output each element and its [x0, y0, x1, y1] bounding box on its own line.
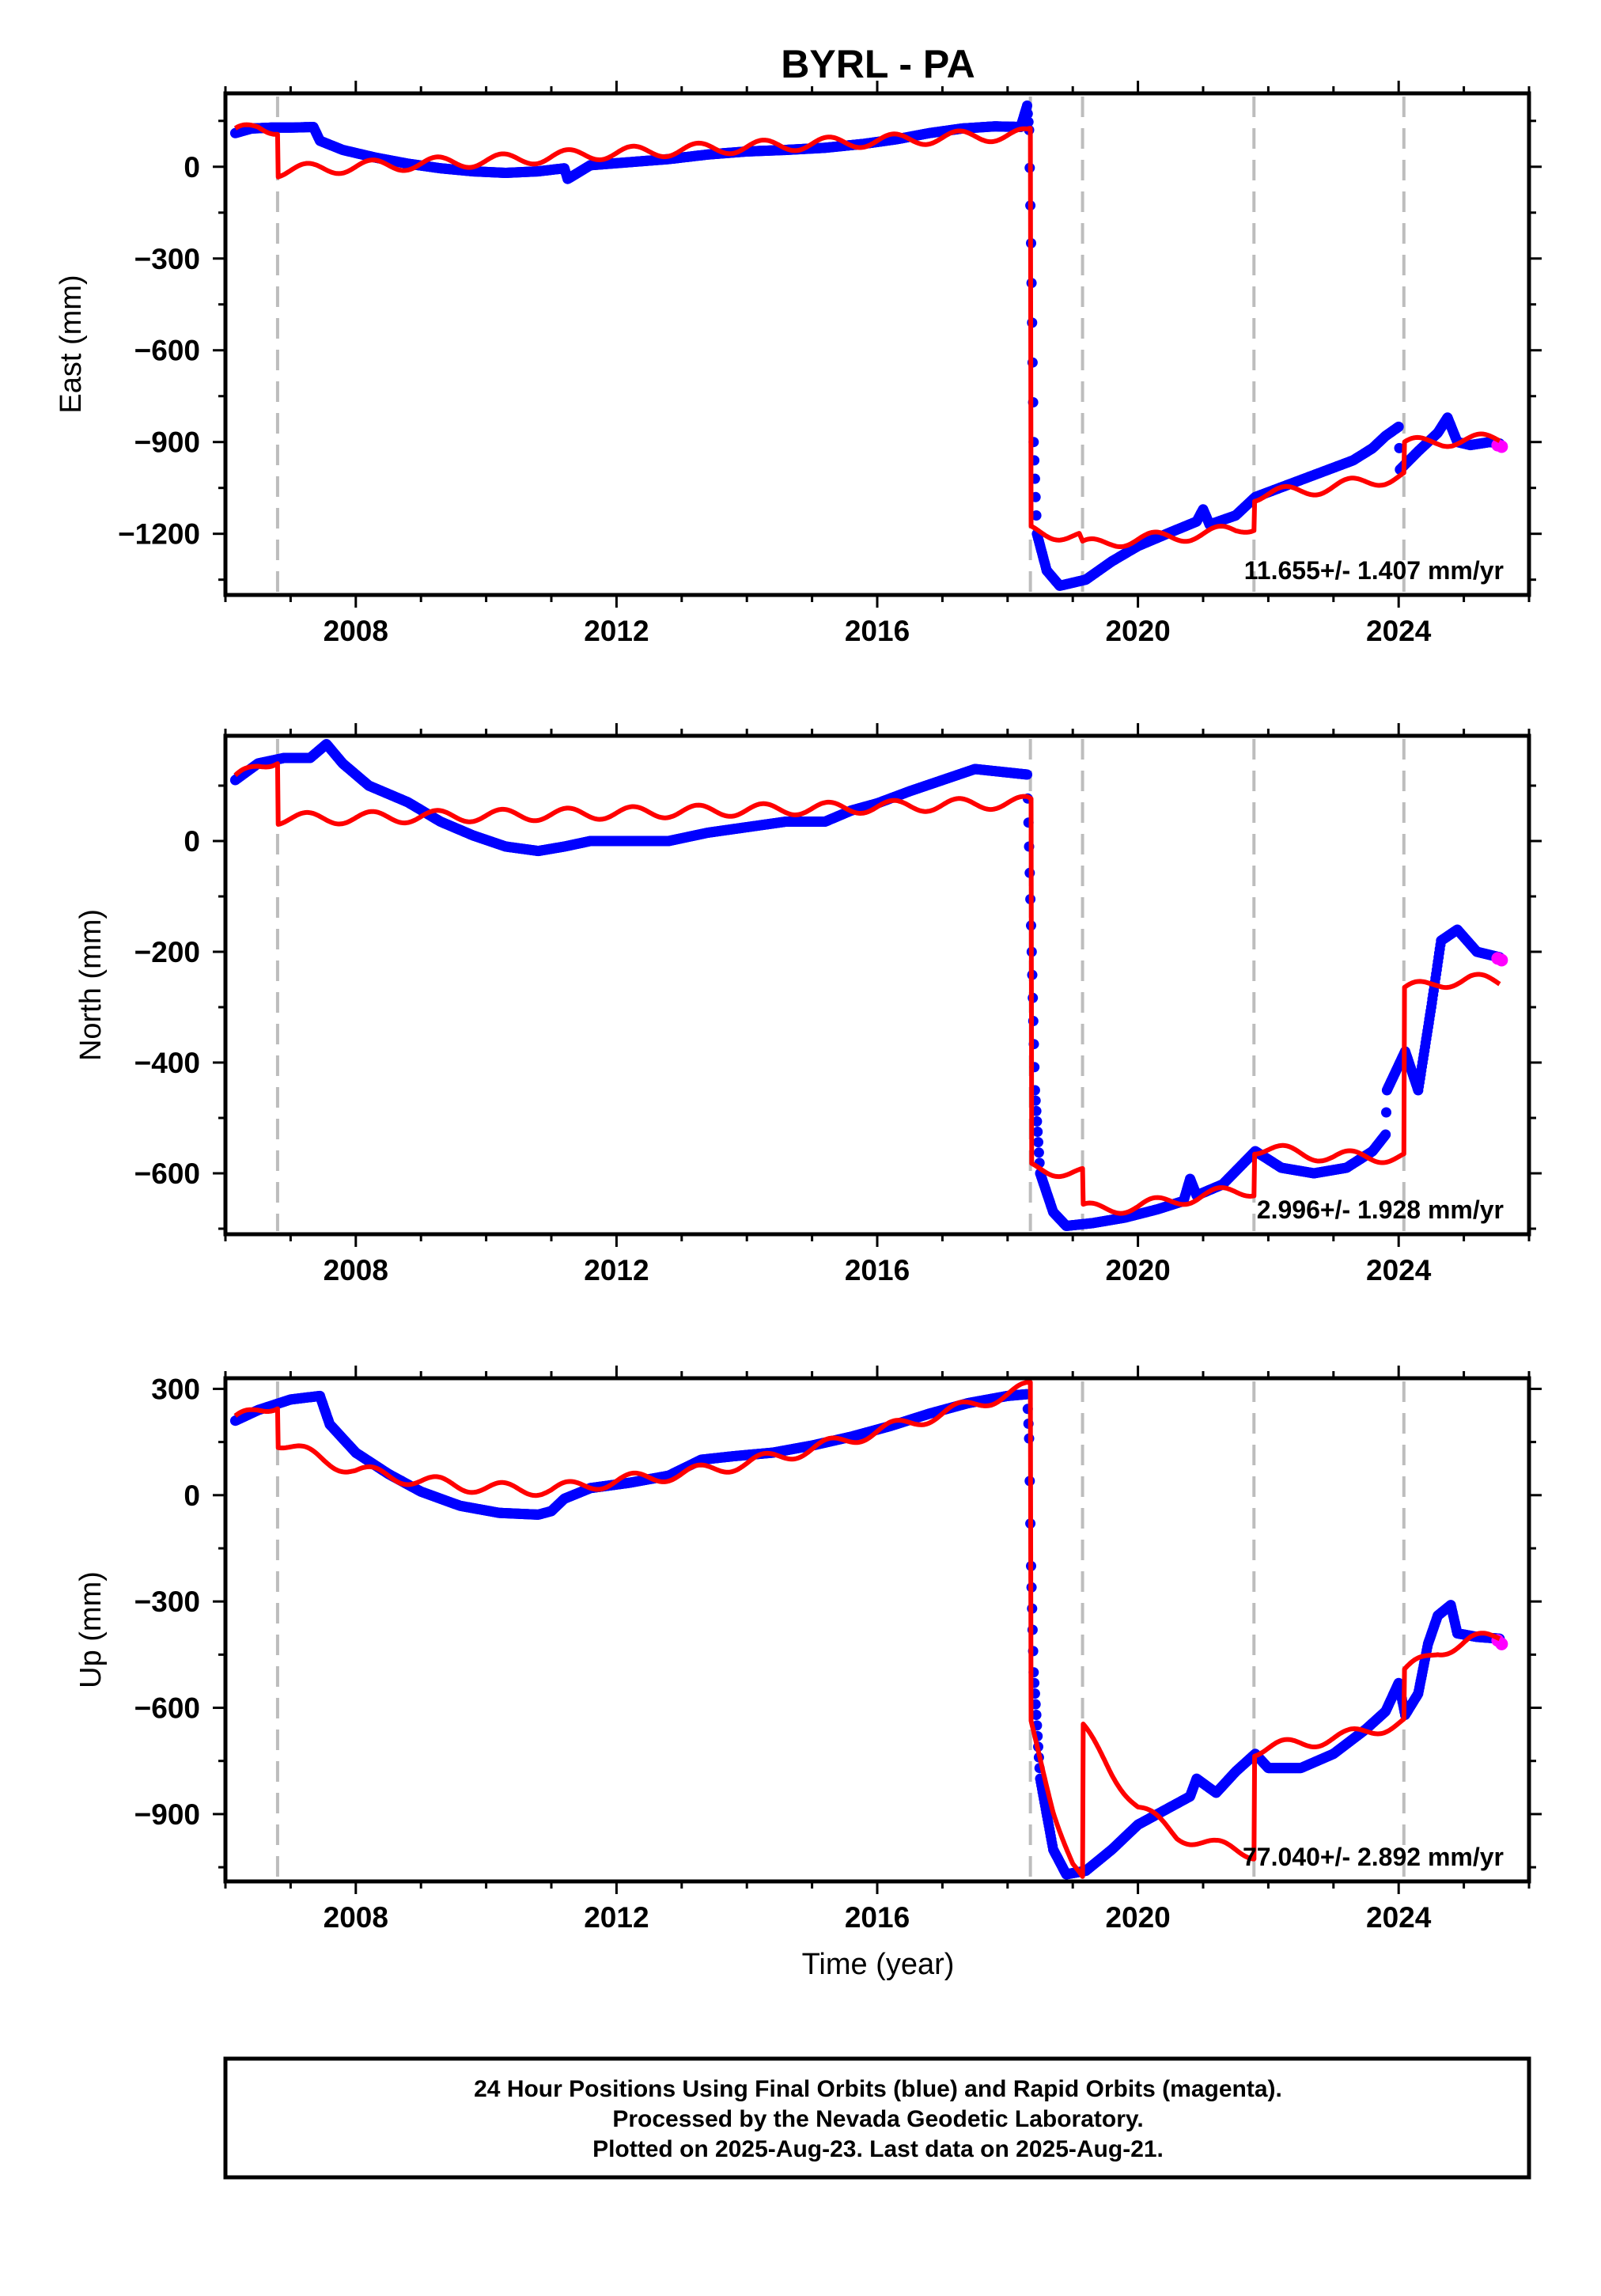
y-tick-label: −300: [134, 243, 200, 275]
rapid-point: [1495, 953, 1508, 967]
rate-label: 11.655+/- 1.407 mm/yr: [1244, 556, 1504, 585]
y-tick-label: −900: [134, 426, 200, 459]
x-tick-label: 2020: [1105, 615, 1170, 647]
x-tick-label: 2016: [845, 615, 910, 647]
final-point: [1022, 100, 1032, 111]
final-point: [1033, 1147, 1044, 1158]
chart-title: BYRL - PA: [781, 42, 975, 86]
model-line: [233, 122, 1501, 549]
panel-0: 2008 2012 2016 2020 2024 0 −300 −600 −900 −1200 Ea…: [55, 81, 1542, 647]
final-point: [1022, 769, 1032, 780]
final-point: [1023, 116, 1034, 127]
y-axis-label: East (mm): [55, 275, 88, 413]
x-tick-label: 2012: [584, 1254, 649, 1286]
y-tick-label: −600: [134, 1157, 200, 1190]
final-point: [1031, 510, 1042, 521]
x-tick-label: 2008: [324, 615, 388, 647]
panel-1: 2008 2012 2016 2020 2024 0 −200 −400 −600 North (…: [74, 723, 1542, 1286]
final-point: [1022, 108, 1033, 119]
y-tick-label: 0: [184, 151, 200, 184]
model-line: [233, 761, 1501, 1216]
rate-label: 2.996+/- 1.928 mm/yr: [1257, 1195, 1504, 1224]
x-tick-label: 2024: [1366, 1254, 1432, 1286]
panels-group: 2008 2012 2016 2020 2024 0 −300 −600 −900 −1200 Ea…: [55, 81, 1542, 1934]
y-tick-label: −200: [134, 936, 200, 968]
y-tick-label: −600: [134, 335, 200, 367]
x-tick-label: 2024: [1366, 615, 1432, 647]
x-tick-label: 2020: [1105, 1254, 1170, 1286]
final-point: [1381, 1107, 1391, 1118]
final-point: [1380, 1129, 1391, 1140]
x-tick-label: 2012: [584, 615, 649, 647]
final-point: [1033, 1137, 1043, 1148]
x-tick-label: 2016: [845, 1254, 910, 1286]
final-point: [1393, 421, 1404, 432]
y-axis-label: North (mm): [74, 909, 108, 1061]
y-tick-label: 0: [184, 825, 200, 858]
y-tick-label: −400: [134, 1047, 200, 1079]
y-tick-label: −1200: [118, 518, 200, 551]
x-tick-label: 2008: [324, 1254, 388, 1286]
